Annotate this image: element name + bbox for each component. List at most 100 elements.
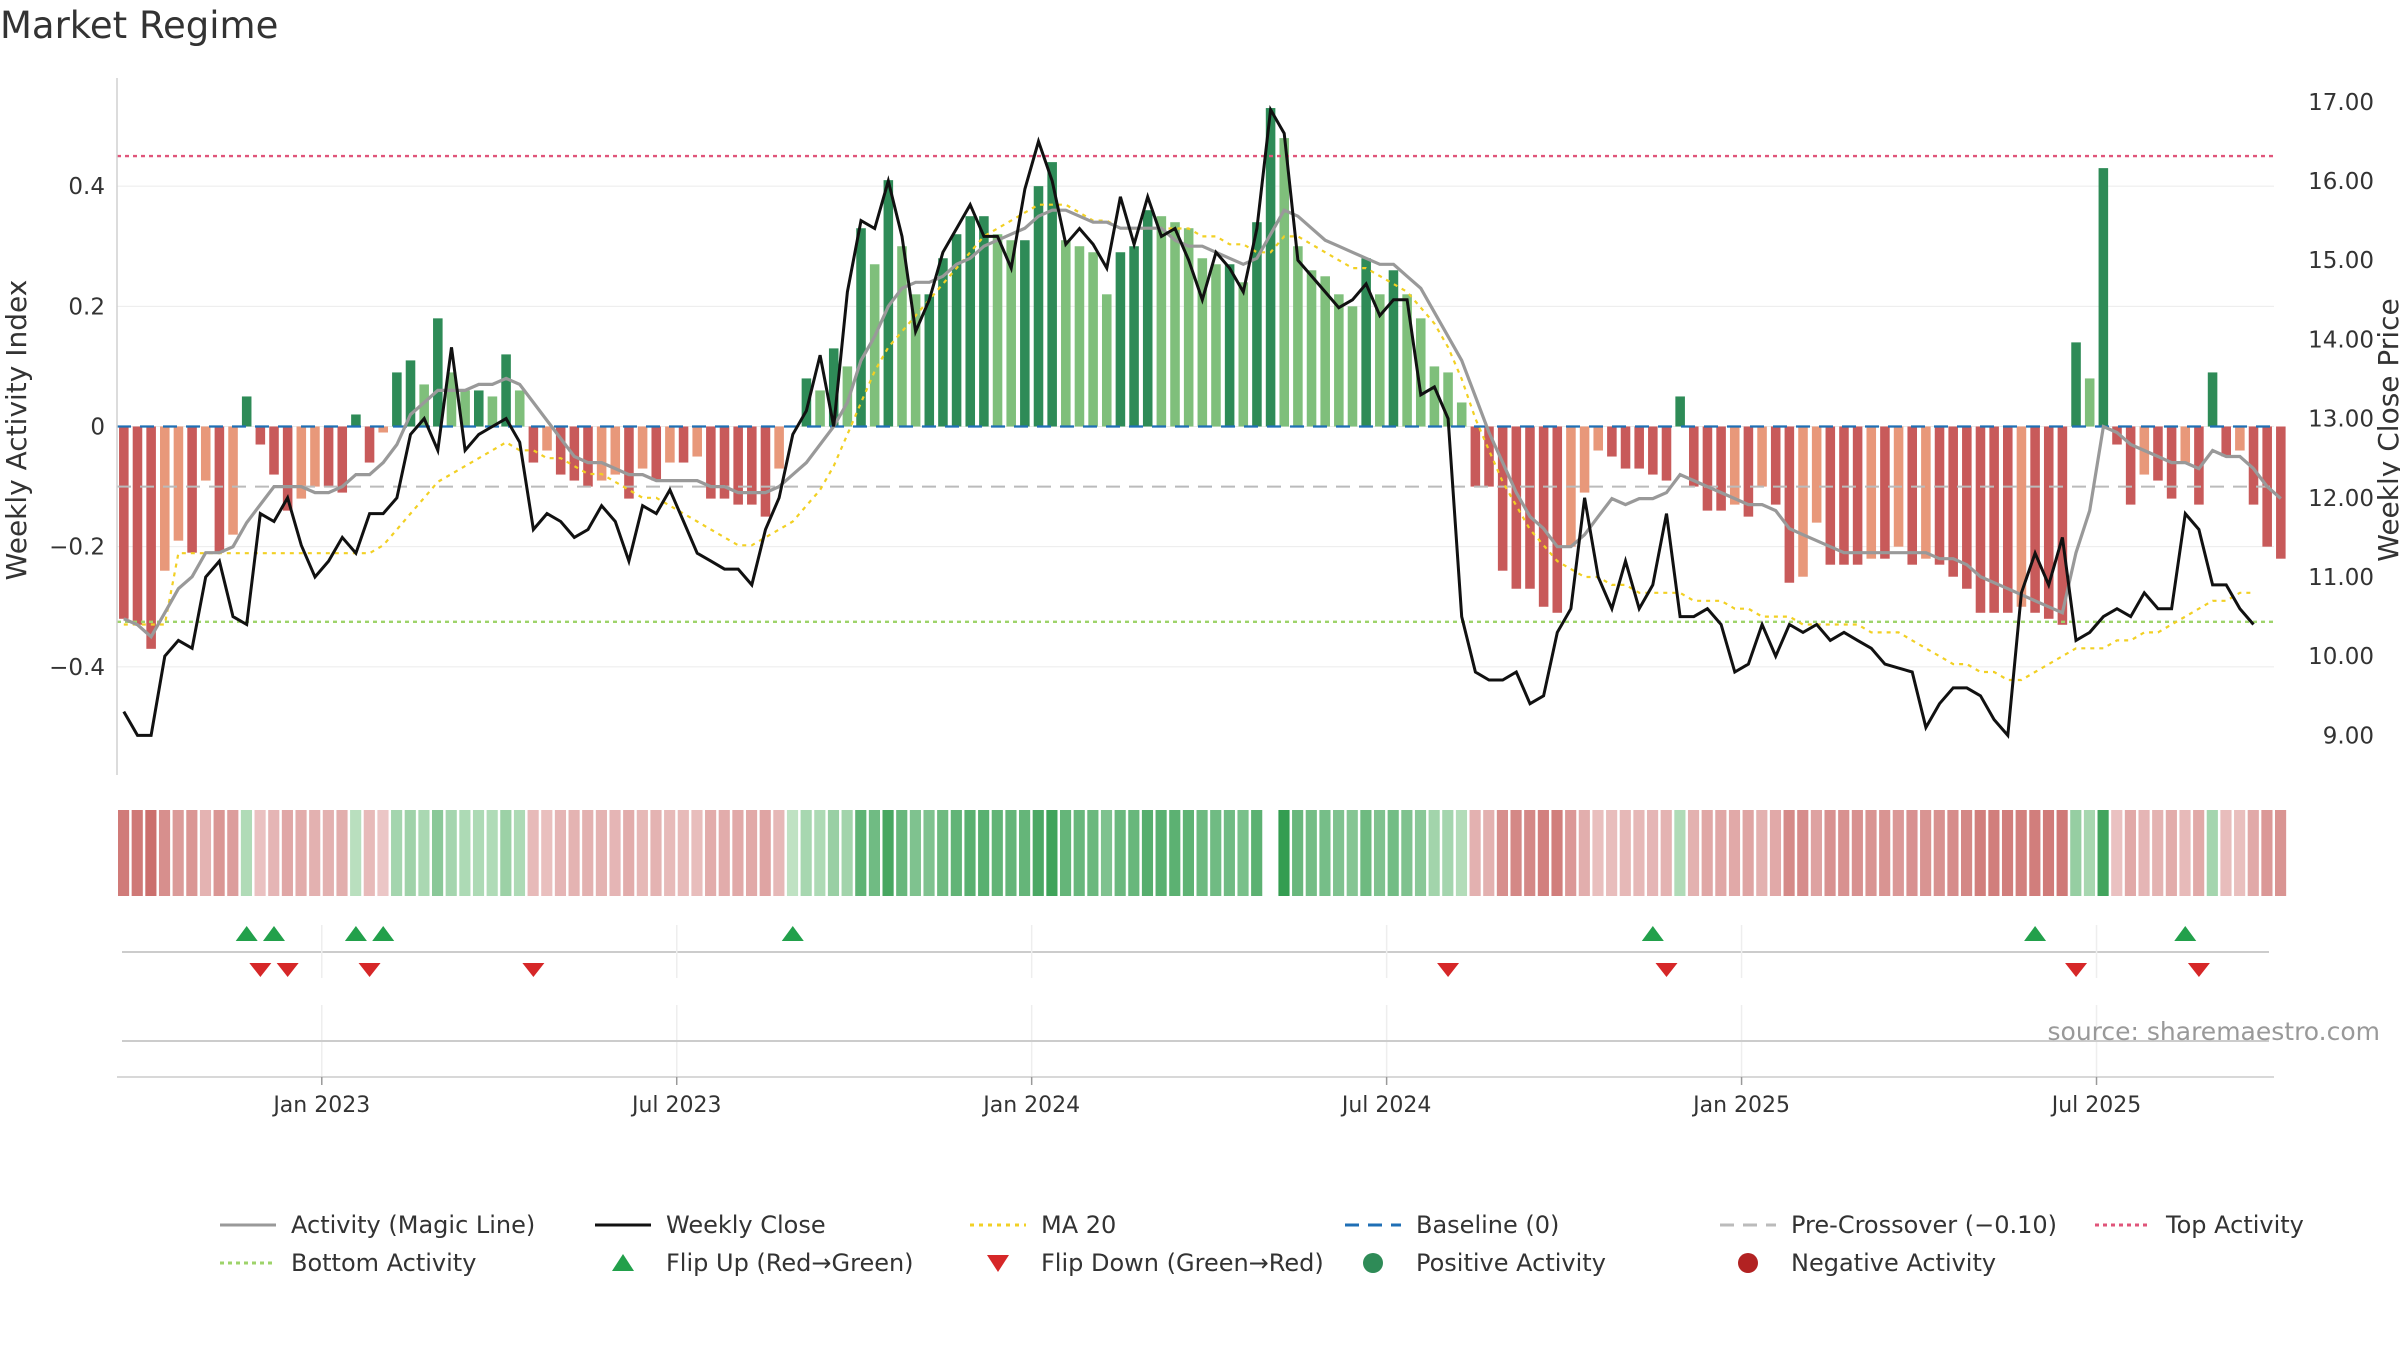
regime-cell: [1251, 810, 1263, 896]
activity-bar: [665, 426, 675, 463]
regime-cell: [254, 810, 266, 896]
regime-cell: [1223, 810, 1235, 896]
regime-cell: [554, 810, 567, 896]
regime-cell: [459, 810, 471, 896]
activity-bar: [1989, 426, 1999, 613]
activity-bar: [419, 384, 429, 427]
activity-bar: [951, 234, 962, 427]
magic-line: [123, 208, 2282, 640]
legend-item: Bottom Activity: [220, 1249, 476, 1277]
activity-bar: [1347, 306, 1358, 427]
regime-cell: [582, 810, 594, 896]
regime-cell: [322, 810, 334, 896]
activity-bar: [1497, 426, 1508, 571]
activity-bar: [173, 426, 184, 541]
regime-cell: [623, 810, 635, 896]
regime-cell: [1442, 810, 1454, 896]
y2-tick-label: 12.00: [2308, 486, 2374, 512]
activity-bar: [1675, 396, 1685, 427]
activity-bar: [1511, 426, 1522, 589]
activity-bar: [460, 390, 470, 427]
activity-bar: [1525, 426, 1535, 589]
legend-label: Negative Activity: [1791, 1249, 1996, 1277]
activity-bar: [146, 426, 156, 649]
flip-up-marker: [372, 926, 395, 941]
regime-cell: [2070, 810, 2082, 896]
activity-bar: [637, 426, 648, 469]
activity-bar: [1880, 426, 1890, 559]
regime-cell: [773, 810, 785, 896]
activity-bar: [364, 426, 375, 463]
regime-cell: [1196, 810, 1208, 896]
activity-bar: [1238, 282, 1249, 427]
activity-bar: [1552, 426, 1563, 613]
regime-cell: [1114, 810, 1126, 896]
regime-cell: [2083, 810, 2096, 896]
y2-axis-label: Weekly Close Price: [2372, 298, 2400, 561]
flip-down-marker: [522, 963, 545, 977]
regime-cell: [1701, 810, 1713, 896]
regime-cell: [145, 810, 157, 896]
regime-cell: [1606, 810, 1618, 896]
x-tick-label: Jul 2024: [1340, 1093, 1432, 1118]
regime-cell: [964, 810, 976, 896]
x-tick-label: Jan 2023: [271, 1093, 370, 1118]
y2-tick-label: 9.00: [2323, 723, 2374, 749]
flip-down-marker: [2065, 963, 2088, 977]
activity-bar: [1661, 426, 1672, 481]
activity-bar: [1388, 270, 1399, 427]
regime-cell: [309, 810, 321, 896]
regime-cell: [1155, 810, 1167, 896]
activity-bar: [1033, 186, 1044, 427]
activity-bar: [897, 246, 907, 427]
regime-cell: [1483, 810, 1495, 896]
regime-cell: [445, 810, 457, 896]
regime-cell: [240, 810, 253, 896]
activity-bar: [569, 426, 580, 481]
regime-cell: [1182, 810, 1194, 896]
activity-bar: [1716, 426, 1726, 511]
activity-bar: [1306, 270, 1317, 427]
activity-bar: [1129, 246, 1139, 427]
regime-cell: [391, 810, 403, 896]
regime-cell: [1373, 810, 1386, 896]
regime-cell: [213, 810, 225, 896]
regime-cell: [377, 810, 389, 896]
regime-cell: [1141, 810, 1154, 896]
regime-cell: [1387, 810, 1399, 896]
legend-label: Bottom Activity: [291, 1249, 476, 1277]
regime-cell: [882, 810, 894, 896]
activity-bar: [747, 426, 757, 505]
regime-cell: [855, 810, 867, 896]
regime-cell: [2193, 810, 2205, 896]
regime-cell: [363, 810, 375, 896]
activity-bar: [1784, 426, 1795, 583]
activity-bar: [2153, 426, 2163, 481]
activity-bar: [1866, 426, 1877, 559]
activity-bar: [1579, 426, 1590, 493]
y2-tick-label: 17.00: [2308, 90, 2374, 116]
regime-cell: [1510, 810, 1522, 896]
regime-cell: [1933, 810, 1945, 896]
flip-down-marker: [1655, 963, 1678, 977]
activity-bar: [1593, 426, 1604, 451]
regime-cell: [404, 810, 416, 896]
regime-cell: [786, 810, 799, 896]
regime-cell: [595, 810, 607, 896]
activity-bar: [1757, 426, 1767, 487]
regime-cell: [1469, 810, 1481, 896]
main-axes: 0.4 0.2 0 −0.2 −0.4 17.00 16.00 15.00 14.00 13.00…: [0, 78, 2400, 775]
regime-cell: [1810, 810, 1822, 896]
regime-cell: [800, 810, 812, 896]
regime-cell: [814, 810, 826, 896]
activity-bar: [1252, 222, 1262, 427]
legend-item: Baseline (0): [1345, 1211, 1559, 1239]
activity-bar: [2276, 426, 2286, 559]
regime-cell: [186, 810, 198, 896]
activity-bar: [1443, 372, 1453, 427]
x-tick-label: Jan 2024: [981, 1093, 1080, 1118]
regime-cell: [2111, 810, 2123, 896]
regime-cell: [759, 810, 771, 896]
regime-cell: [1565, 810, 1577, 896]
legend-item: Positive Activity: [1363, 1249, 1606, 1277]
